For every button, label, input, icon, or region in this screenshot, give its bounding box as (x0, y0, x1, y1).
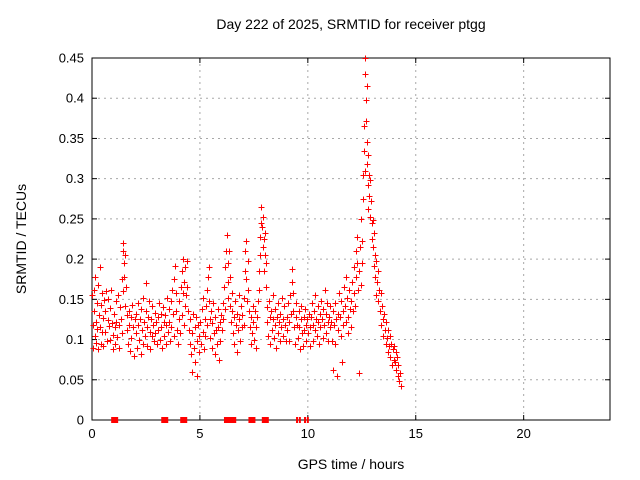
zero-marker (111, 417, 119, 423)
y-tick-label: 0.35 (59, 131, 84, 146)
x-tick-label: 5 (196, 426, 203, 441)
y-tick-label: 0.05 (59, 372, 84, 387)
x-tick-label: 20 (516, 426, 530, 441)
zero-marker (298, 417, 301, 423)
y-tick-label: 0.15 (59, 292, 84, 307)
y-tick-label: 0 (77, 413, 84, 428)
y-tick-label: 0.25 (59, 211, 84, 226)
zero-marker (261, 417, 269, 423)
chart-title: Day 222 of 2025, SRMTID for receiver ptg… (216, 16, 486, 32)
zero-marker (304, 417, 307, 423)
y-tick-label: 0.3 (66, 171, 84, 186)
zero-marker (229, 417, 237, 423)
plot-border (91, 57, 611, 421)
zero-marker (296, 417, 299, 423)
x-tick-label: 15 (409, 426, 423, 441)
scatter-points (89, 55, 405, 390)
zero-marker (248, 417, 256, 423)
zero-marker (161, 417, 169, 423)
y-tick-label: 0.4 (66, 91, 84, 106)
x-axis-label: GPS time / hours (297, 456, 405, 472)
x-tick-label: 10 (301, 426, 315, 441)
x-tick-label: 0 (88, 426, 95, 441)
zero-marker (223, 417, 232, 423)
zero-marker (306, 417, 309, 423)
y-tick-label: 0.45 (59, 51, 84, 66)
zero-marker (180, 417, 188, 423)
y-tick-label: 0.1 (66, 332, 84, 347)
y-tick-label: 0.2 (66, 252, 84, 267)
